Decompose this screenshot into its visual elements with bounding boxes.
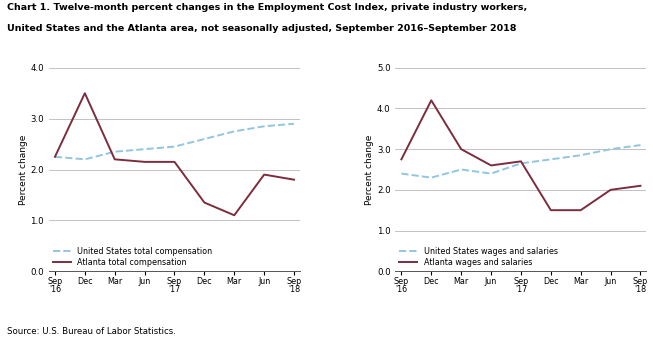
Atlanta total compensation (170, 160, 178, 164)
United States wages and salaries (457, 167, 465, 172)
Atlanta total compensation (81, 91, 89, 95)
Atlanta total compensation (140, 160, 148, 164)
United States total compensation (170, 144, 178, 148)
United States wages and salaries (637, 143, 645, 147)
United States total compensation (81, 157, 89, 161)
United States wages and salaries (547, 157, 555, 161)
Atlanta wages and salaries (398, 157, 406, 161)
United States wages and salaries (398, 172, 406, 176)
Atlanta wages and salaries (577, 208, 584, 212)
United States wages and salaries (577, 153, 584, 157)
United States total compensation (51, 155, 59, 159)
Line: Atlanta wages and salaries: Atlanta wages and salaries (402, 100, 641, 210)
Atlanta total compensation (200, 201, 208, 205)
Atlanta wages and salaries (547, 208, 555, 212)
Atlanta wages and salaries (637, 184, 645, 188)
Legend: United States total compensation, Atlanta total compensation: United States total compensation, Atlant… (53, 247, 212, 267)
Legend: United States wages and salaries, Atlanta wages and salaries: United States wages and salaries, Atlant… (400, 247, 558, 267)
Line: Atlanta total compensation: Atlanta total compensation (55, 93, 294, 215)
Atlanta wages and salaries (517, 159, 525, 163)
Atlanta wages and salaries (457, 147, 465, 151)
Atlanta wages and salaries (427, 98, 435, 102)
United States total compensation (111, 150, 119, 154)
Y-axis label: Percent change: Percent change (365, 134, 374, 205)
Atlanta wages and salaries (607, 188, 614, 192)
Text: Source: U.S. Bureau of Labor Statistics.: Source: U.S. Bureau of Labor Statistics. (7, 326, 176, 336)
Atlanta total compensation (261, 173, 268, 177)
United States wages and salaries (427, 176, 435, 180)
Y-axis label: Percent change: Percent change (19, 134, 27, 205)
Atlanta total compensation (51, 155, 59, 159)
United States total compensation (140, 147, 148, 151)
Text: United States and the Atlanta area, not seasonally adjusted, September 2016–Sept: United States and the Atlanta area, not … (7, 24, 516, 33)
Line: United States total compensation: United States total compensation (55, 124, 294, 159)
Atlanta wages and salaries (487, 163, 495, 167)
United States total compensation (200, 137, 208, 141)
United States total compensation (290, 122, 298, 126)
Atlanta total compensation (231, 213, 238, 217)
Atlanta total compensation (111, 157, 119, 161)
United States wages and salaries (517, 161, 525, 165)
United States total compensation (261, 124, 268, 128)
United States wages and salaries (607, 147, 614, 151)
Atlanta total compensation (290, 178, 298, 182)
United States wages and salaries (487, 172, 495, 176)
Line: United States wages and salaries: United States wages and salaries (402, 145, 641, 178)
Text: Chart 1. Twelve-month percent changes in the Employment Cost Index, private indu: Chart 1. Twelve-month percent changes in… (7, 3, 527, 13)
United States total compensation (231, 129, 238, 134)
